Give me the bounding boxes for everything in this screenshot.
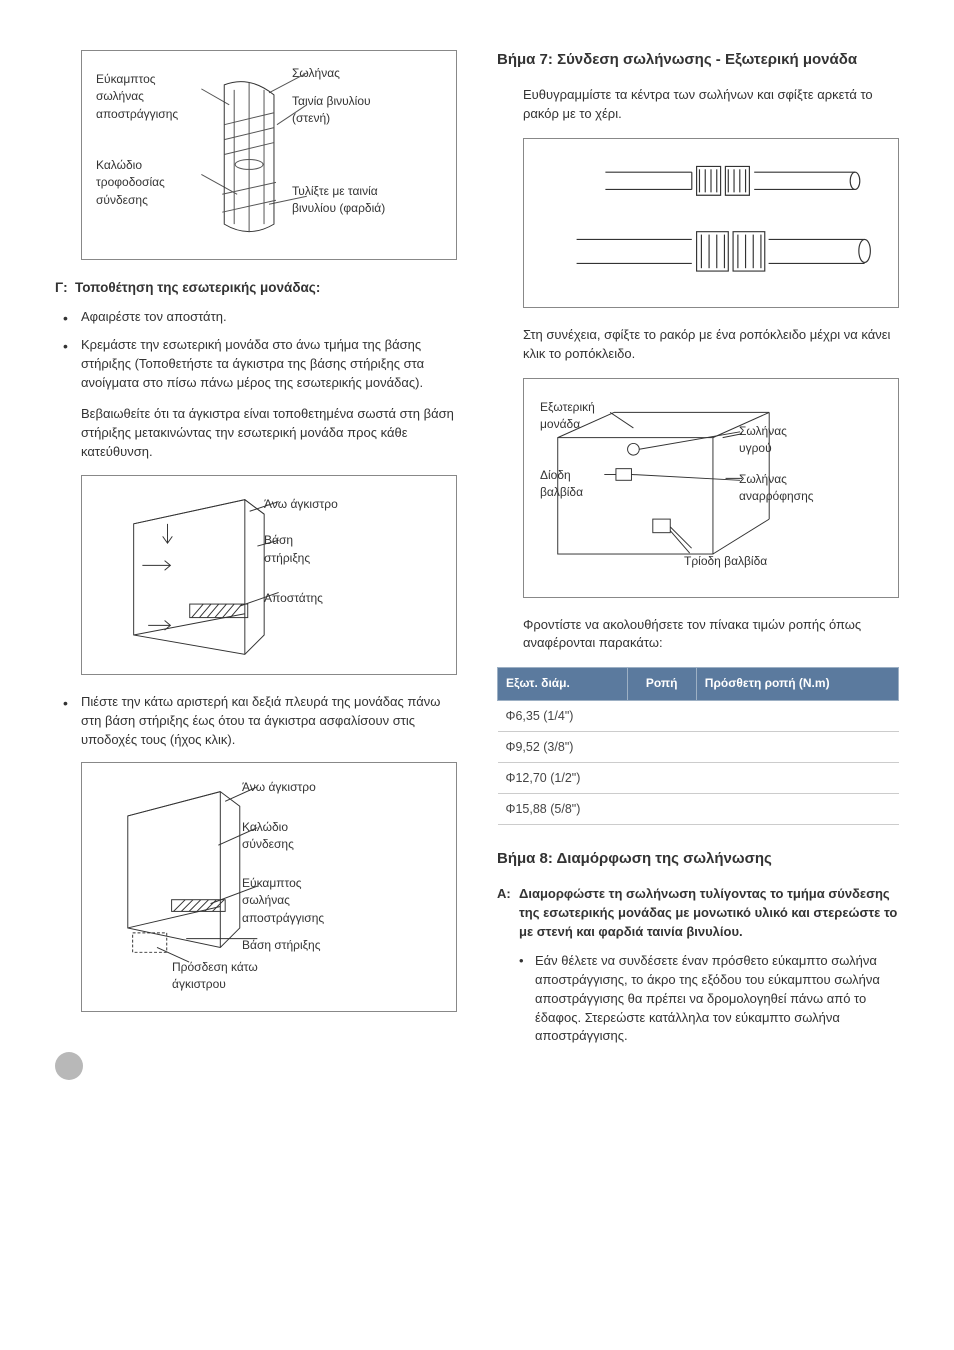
figure-pipe-bundle: Εύκαμπτος σωλήνας αποστράγγισης Καλώδιο … bbox=[81, 50, 457, 260]
figure-hang-unit: Άνω άγκιστρο Βάση στήριξης Αποστάτης bbox=[81, 475, 457, 675]
hang-diagram bbox=[92, 490, 446, 664]
section-c-heading: Γ: Τοποθέτηση της εσωτερικής μονάδας: bbox=[55, 278, 457, 298]
flare-diagram bbox=[534, 153, 888, 297]
torque-table: Εξωτ. διάμ. Ροπή Πρόσθετη ροπή (N.m) Φ6,… bbox=[497, 667, 899, 825]
table-row: Φ12,70 (1/2") bbox=[498, 762, 899, 793]
th-diameter: Εξωτ. διάμ. bbox=[498, 668, 628, 700]
step8-heading: Βήμα 8: Διαμόρφωση της σωλήνωσης bbox=[497, 849, 899, 869]
th-extra-torque: Πρόσθετη ροπή (N.m) bbox=[696, 668, 898, 700]
figure-outdoor-unit: Εξωτερική μονάδα Σωλήνας υγρού Δίοδη βαλ… bbox=[523, 378, 899, 598]
th-torque: Ροπή bbox=[627, 668, 696, 700]
page-indicator bbox=[55, 1052, 83, 1080]
outdoor-diagram bbox=[534, 393, 888, 587]
step7-heading: Βήμα 7: Σύνδεση σωλήνωσης - Εξωτερική μο… bbox=[497, 50, 899, 70]
bullet-hang-unit: Κρεμάστε την εσωτερική μονάδα στο άνω τμ… bbox=[55, 336, 457, 393]
figure-press-unit: Άνω άγκιστρο Καλώδιο σύνδεσης Εύκαμπτος … bbox=[81, 762, 457, 1012]
bullet-remove-spacer: Αφαιρέστε τον αποστάτη. bbox=[55, 308, 457, 327]
para-check-hooks: Βεβαιωθείτε ότι τα άγκιστρα είναι τοποθε… bbox=[81, 405, 457, 462]
step7-p2: Στη συνέχεια, σφίξτε το ρακόρ με ένα ροπ… bbox=[523, 326, 899, 364]
bundle-diagram bbox=[92, 65, 446, 249]
table-row: Φ15,88 (5/8") bbox=[498, 794, 899, 825]
step7-p1: Ευθυγραμμίστε τα κέντρα των σωλήνων και … bbox=[523, 86, 899, 124]
step7-p3: Φροντίστε να ακολουθήσετε τον πίνακα τιμ… bbox=[523, 616, 899, 654]
bullet-press-to-hook: Πιέστε την κάτω αριστερή και δεξιά πλευρ… bbox=[55, 693, 457, 750]
step8-a: Α: Διαμορφώστε τη σωλήνωση τυλίγοντας το… bbox=[497, 885, 899, 942]
press-diagram bbox=[92, 777, 446, 1001]
table-row: Φ6,35 (1/4") bbox=[498, 700, 899, 731]
figure-flare-nut bbox=[523, 138, 899, 308]
table-row: Φ9,52 (3/8") bbox=[498, 731, 899, 762]
step8-sub1: Εάν θέλετε να συνδέσετε έναν πρόσθετο εύ… bbox=[519, 952, 899, 1046]
